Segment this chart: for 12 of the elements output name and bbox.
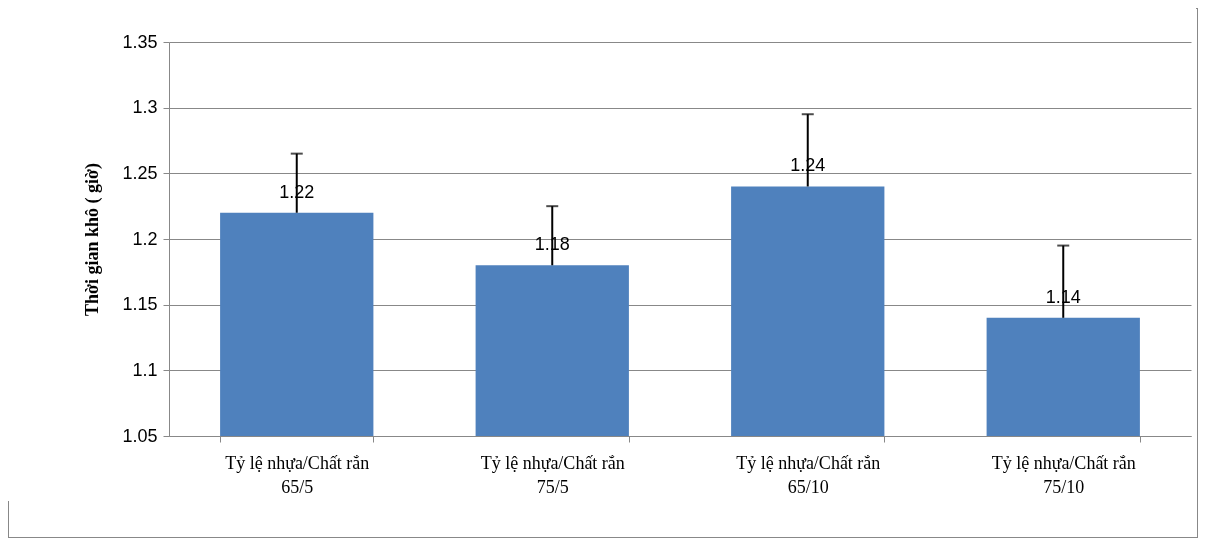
y-tick-label: 1.3: [132, 97, 158, 118]
y-tick-label: 1.2: [132, 228, 158, 249]
y-tick-label: 1.05: [122, 425, 158, 446]
x-tick-label: Tỷ lệ nhựa/Chất rắn 65/10: [736, 452, 881, 497]
y-tick-label: 1.25: [122, 162, 158, 183]
x-tick-label: Tỷ lệ nhựa/Chất rắn 75/10: [991, 452, 1136, 497]
y-axis-title: Thời gian khô ( giờ): [82, 163, 104, 316]
y-tick-label: 1.1: [132, 359, 158, 380]
y-tick-label: 1.15: [122, 294, 158, 315]
x-tick-label: Tỷ lệ nhựa/Chất rắn 65/5: [225, 452, 370, 497]
x-tick-label: Tỷ lệ nhựa/Chất rắn 75/5: [480, 452, 625, 497]
y-tick-label: 1.35: [122, 31, 158, 52]
